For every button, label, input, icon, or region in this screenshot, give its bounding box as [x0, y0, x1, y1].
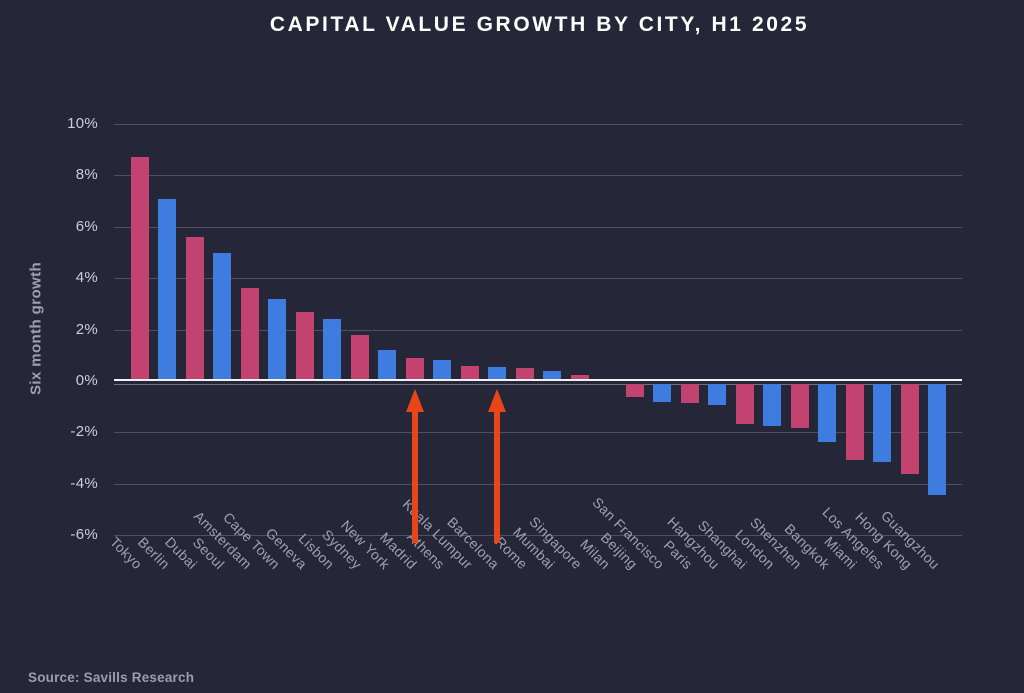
bar: [185, 237, 204, 381]
gridline: [114, 124, 962, 125]
bar: [295, 311, 314, 381]
bar: [350, 334, 369, 381]
bar: [570, 374, 589, 381]
bar: [928, 384, 946, 495]
arrow-head-icon: [488, 389, 506, 412]
source-note: Source: Savills Research: [28, 670, 195, 685]
gridline: [114, 329, 962, 331]
y-tick-label: -2%: [70, 423, 98, 441]
y-tick-label: 8%: [75, 166, 98, 184]
y-tick-label: -4%: [70, 474, 98, 492]
annotation-arrow-barcelona: [488, 389, 506, 543]
y-tick-label: 6%: [75, 217, 98, 235]
annotation-arrow-madrid: [405, 389, 424, 543]
bar: [653, 384, 671, 402]
y-tick-label: -6%: [70, 526, 98, 544]
bar: [323, 319, 341, 381]
bar: [543, 370, 561, 381]
gridline: [114, 483, 962, 485]
bar: [488, 366, 506, 381]
bar: [735, 384, 754, 424]
bar: [268, 298, 286, 381]
y-tick-label: 4%: [75, 269, 98, 287]
bar: [460, 365, 479, 381]
bar: [790, 384, 809, 428]
bar: [130, 157, 149, 381]
bar: [873, 384, 891, 463]
y-tick-label: 10%: [67, 115, 98, 132]
arrow-shaft: [494, 410, 500, 543]
bar: [213, 252, 231, 381]
zero-axis-line: [114, 379, 962, 381]
bar: [433, 360, 451, 381]
arrow-shaft: [411, 410, 418, 543]
y-tick-label: 0%: [75, 372, 98, 389]
gridline: [114, 226, 962, 228]
bar: [680, 384, 699, 404]
bar: [845, 384, 864, 460]
bar: [625, 384, 644, 397]
bar: [240, 288, 259, 381]
zero-axis-subline: [114, 384, 962, 385]
bar: [158, 198, 176, 381]
gridline: [114, 535, 962, 537]
gridline: [114, 432, 962, 434]
chart-title: CAPITAL VALUE GROWTH BY CITY, H1 2025: [269, 13, 810, 36]
bar: [515, 368, 534, 381]
bar: [708, 384, 726, 405]
bar: [763, 384, 781, 427]
gridline: [114, 175, 962, 177]
bar: [900, 384, 919, 474]
bar: [405, 357, 424, 381]
arrow-head-icon: [405, 389, 424, 412]
bar: [818, 384, 836, 442]
y-tick-label: 2%: [75, 320, 98, 338]
gridline: [114, 278, 962, 280]
bar: [378, 350, 396, 381]
